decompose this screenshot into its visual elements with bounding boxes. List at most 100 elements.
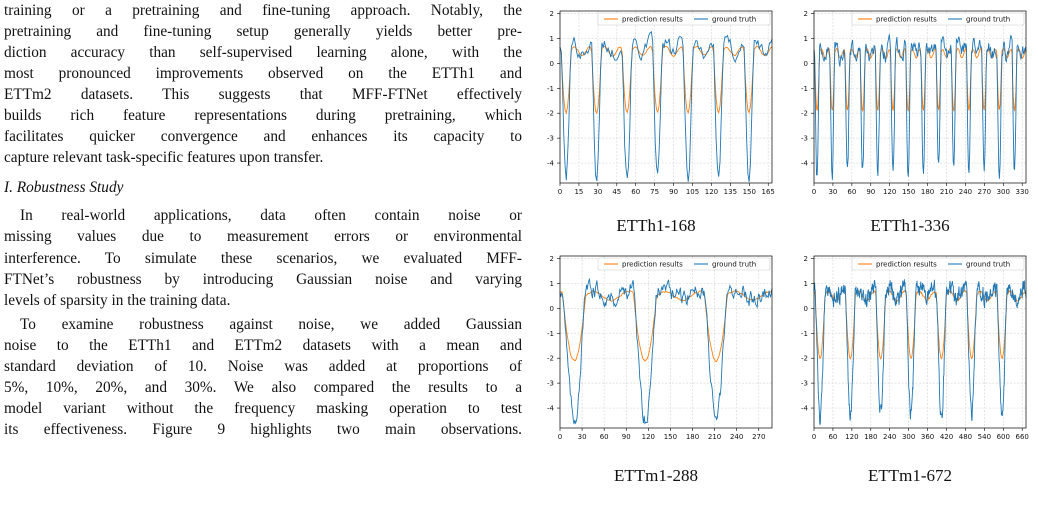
legend-label-prediction: prediction results <box>622 16 683 24</box>
text-line: model variant without the frequency mask… <box>4 399 522 417</box>
x-tick-label: 300 <box>997 188 1010 196</box>
x-tick-label: 150 <box>743 188 756 196</box>
series-line-ground-truth <box>813 279 1027 425</box>
x-tick-label: 240 <box>959 188 972 196</box>
x-tick-label: 210 <box>708 433 721 441</box>
paragraph-real-world: In real-world applications, data often c… <box>4 205 522 310</box>
y-tick-label: 1 <box>804 280 808 288</box>
x-tick-label: 135 <box>724 188 737 196</box>
x-tick-label: 210 <box>940 188 953 196</box>
x-tick-label: 15 <box>574 188 583 196</box>
text-line: builds rich feature representations duri… <box>4 107 522 125</box>
x-tick-label: 60 <box>828 433 837 441</box>
x-tick-label: 60 <box>847 188 856 196</box>
x-tick-label: 60 <box>631 188 640 196</box>
text-line: pretraining and fine-tuning setup genera… <box>4 23 522 41</box>
y-tick-label: 2 <box>550 255 554 263</box>
y-tick-label: -4 <box>801 160 809 168</box>
x-tick-label: 300 <box>902 433 915 441</box>
series-line-ground-truth <box>813 34 1027 180</box>
legend-label-ground-truth: ground truth <box>712 261 756 269</box>
text-line: capture relevant task-specific features … <box>4 149 324 167</box>
y-tick-label: -2 <box>801 110 808 118</box>
legend-box <box>851 12 1025 26</box>
figure-etth1-336: 0 30 60 90 120 150 180 210 240 270 300 330 -4 -3 -2 -1 0… <box>786 3 1036 213</box>
caption-etth1-336: ETTh1-336 <box>870 216 950 235</box>
x-tick-label: 330 <box>1016 188 1029 196</box>
y-tick-label: -4 <box>547 160 555 168</box>
text-line: noise to the ETTh1 and ETTm2 datasets wi… <box>4 336 522 354</box>
caption-ettm1-288: ETTm1-288 <box>613 466 699 485</box>
legend: prediction results ground truth <box>851 12 1025 26</box>
text-line: facilitates quicker convergence and enha… <box>4 128 522 146</box>
legend-label-ground-truth: ground truth <box>966 16 1010 24</box>
figure-ettm1-288: 0 30 60 90 120 150 180 210 240 270 -4 -3 -2 -1 0 1 2 pred… <box>532 248 782 458</box>
text-line: missing values due to measurement errors… <box>4 228 522 246</box>
y-tick-label: -3 <box>801 135 808 143</box>
x-tick-label: 0 <box>812 188 816 196</box>
y-tick-label: -1 <box>547 85 554 93</box>
legend-label-prediction: prediction results <box>622 261 683 269</box>
x-tick-label: 180 <box>864 433 877 441</box>
x-tick-label: 90 <box>866 188 875 196</box>
y-tick-label: -1 <box>801 330 808 338</box>
legend-box <box>851 257 1025 271</box>
x-tick-label: 0 <box>558 433 562 441</box>
y-tick-label: -2 <box>547 355 554 363</box>
section-title: I. Robustness Study <box>4 179 124 197</box>
y-tick-label: -3 <box>801 380 808 388</box>
x-tick-label: 540 <box>978 433 991 441</box>
figure-ettm1-672: 0 60 120 180 240 300 360 420 480 540 600 660 -4 -3 -2-… <box>786 248 1036 458</box>
x-tick-label: 120 <box>642 433 655 441</box>
line-chart-ettm1-672: 0 60 120 180 240 300 360 420 480 540 600 660-4-3-2-… <box>801 255 1029 441</box>
y-tick-label: 0 <box>804 60 808 68</box>
y-tick-label: -1 <box>801 85 808 93</box>
y-tick-label: 1 <box>550 280 554 288</box>
x-tick-label: 120 <box>883 188 896 196</box>
x-tick-label: 600 <box>997 433 1010 441</box>
legend: prediction results ground truth <box>597 257 771 271</box>
x-tick-label: 360 <box>921 433 934 441</box>
legend-box <box>597 257 771 271</box>
y-tick-label: -3 <box>547 380 554 388</box>
x-tick-label: 0 <box>558 188 562 196</box>
text-line: FTNet’s robustness by introducing Gaussi… <box>4 270 522 288</box>
text-line: 5%, 10%, 20%, and 30%. We also compared … <box>4 378 522 396</box>
series-line-prediction <box>559 45 773 115</box>
body-text-column: training or a pretraining and fine-tunin… <box>4 0 522 440</box>
y-tick-label: -4 <box>801 405 809 413</box>
x-tick-label: 180 <box>921 188 934 196</box>
text-line: standard deviation of 10. Noise was adde… <box>4 357 522 375</box>
x-tick-label: 90 <box>669 188 678 196</box>
legend-label-ground-truth: ground truth <box>966 261 1010 269</box>
caption-ettm1-672: ETTm1-672 <box>867 466 953 485</box>
x-tick-label: 45 <box>612 188 621 196</box>
x-tick-label: 660 <box>1016 433 1029 441</box>
legend-box <box>597 12 771 26</box>
y-tick-label: -2 <box>801 355 808 363</box>
x-tick-label: 0 <box>812 433 816 441</box>
text-line: diction accuracy than self-supervised le… <box>4 44 522 62</box>
paragraph-pretraining: training or a pretraining and fine-tunin… <box>4 0 522 168</box>
figure-etth1-168: 0 15 30 45 60 75 90 105 120 135 150 165 -4 -3 -2 -1 0 1 2 p… <box>532 3 782 213</box>
y-tick-label: 0 <box>550 60 554 68</box>
plot-frame <box>559 255 773 429</box>
x-tick-label: 240 <box>730 433 743 441</box>
series-line-ground-truth <box>559 277 773 425</box>
x-tick-label: 150 <box>902 188 915 196</box>
series-line-ground-truth <box>559 31 773 182</box>
x-tick-label: 120 <box>705 188 718 196</box>
legend-label-prediction: prediction results <box>876 16 937 24</box>
y-tick-label: 0 <box>804 305 808 313</box>
y-tick-label: 2 <box>804 10 808 18</box>
legend: prediction results ground truth <box>597 12 771 26</box>
text-line: ETTm2 datasets. This suggests that MFF-F… <box>4 86 522 104</box>
x-tick-label: 30 <box>593 188 602 196</box>
plot-frame <box>813 10 1027 184</box>
x-tick-label: 30 <box>578 433 587 441</box>
x-tick-label: 120 <box>845 433 858 441</box>
text-line: levels of sparsity in the training data. <box>4 291 231 309</box>
x-tick-label: 90 <box>622 433 631 441</box>
x-tick-label: 420 <box>940 433 953 441</box>
text-line: In real-world applications, data often c… <box>20 207 522 225</box>
